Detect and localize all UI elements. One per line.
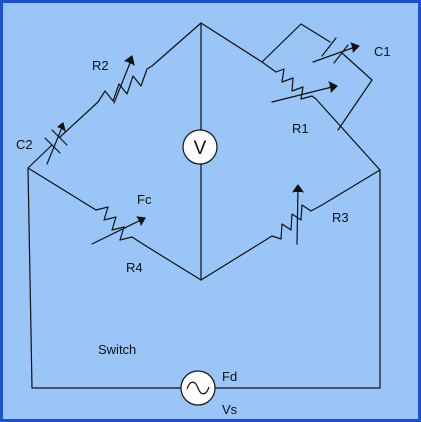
r3-label: R3	[332, 210, 349, 225]
c2-plate-b	[51, 129, 68, 146]
c1-variable-arrow	[312, 45, 359, 63]
voltmeter-icon: V	[182, 129, 218, 165]
r1-variable-arrow	[271, 85, 337, 103]
r2-variable-arrow	[113, 57, 133, 104]
c1-plate-b	[333, 44, 349, 64]
r3-variable-arrow	[296, 185, 299, 245]
c2-variable-arrow	[46, 124, 64, 165]
r4-arrow-head	[136, 216, 146, 226]
c1-plate-a	[321, 37, 337, 57]
wire-r1-to-right	[315, 98, 381, 171]
c2-arrow-head	[57, 122, 66, 132]
wire-bottom-to-r3	[200, 235, 273, 281]
wire-c1-branch	[261, 23, 331, 63]
r4-variable-arrow	[91, 218, 144, 245]
r4-resistor-zigzag	[95, 206, 147, 247]
fc-label: Fc	[137, 192, 152, 207]
r1-label: R1	[292, 121, 309, 136]
c2-label: C2	[16, 137, 33, 152]
r3-arrow-head	[292, 184, 304, 193]
c2-plate-a	[44, 137, 61, 154]
r1-resistor-zigzag	[275, 68, 317, 100]
wire-c1-return	[337, 52, 373, 131]
r3-resistor-zigzag	[271, 204, 323, 240]
c1-arrow-head	[350, 42, 360, 53]
wire-left-to-r4	[27, 167, 97, 211]
vs-label: Vs	[222, 402, 238, 417]
wire-c2-to-r2	[59, 101, 99, 138]
r4-label: R4	[126, 260, 143, 275]
wire-r4-to-bottom	[145, 245, 202, 281]
r1-arrow-head	[328, 81, 338, 93]
ac-source-icon	[180, 370, 216, 406]
wire-right-down	[213, 169, 381, 389]
r2-arrow-head	[124, 55, 135, 66]
r2-resistor-zigzag	[97, 65, 153, 103]
voltmeter-label: V	[194, 138, 207, 159]
wire-r3-to-right	[321, 169, 381, 206]
wire-left-to-c2	[27, 144, 53, 169]
switch-label: Switch	[98, 342, 136, 357]
wire-r2-to-top	[151, 22, 202, 67]
c1-label: C1	[374, 44, 391, 59]
fd-label: Fd	[222, 369, 237, 384]
r2-label: R2	[92, 58, 109, 73]
wire-left-down	[27, 167, 181, 389]
